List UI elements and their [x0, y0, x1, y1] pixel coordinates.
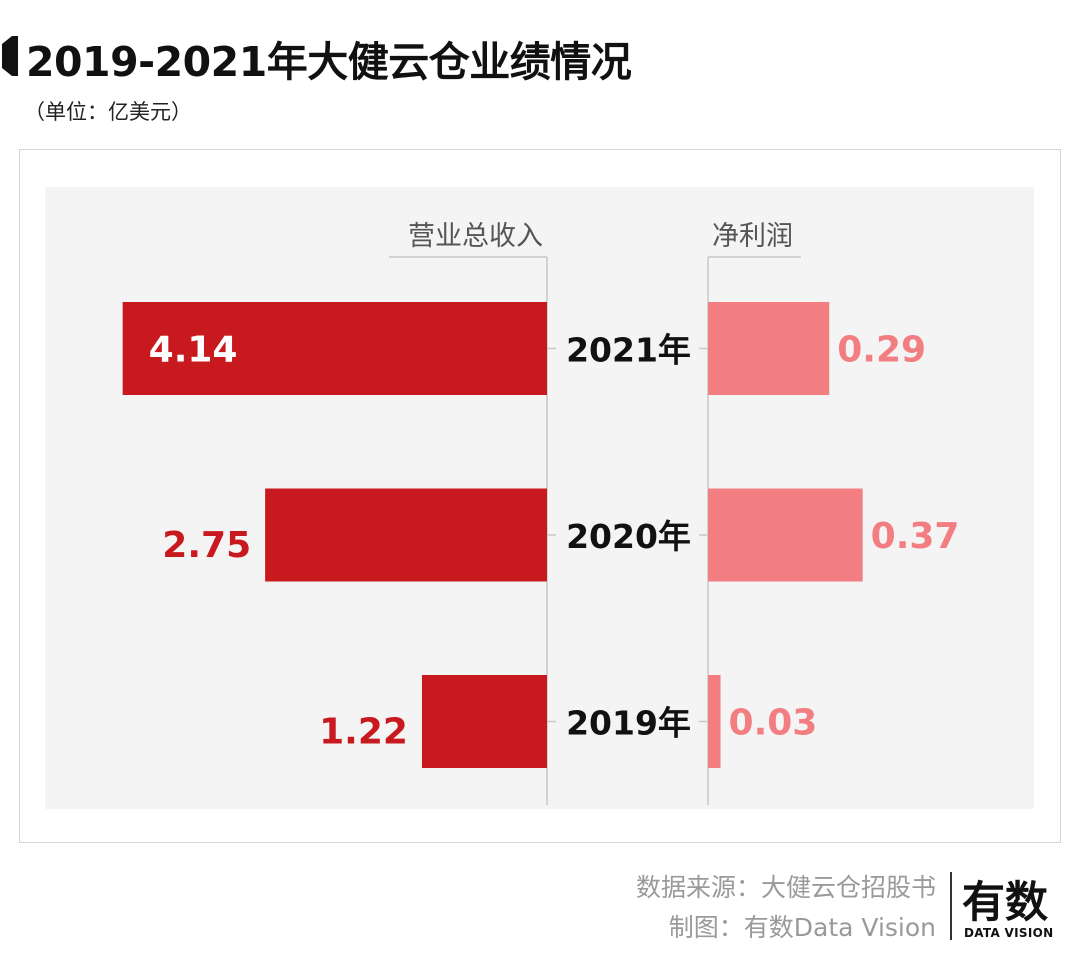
revenue-data-label: 4.14: [149, 330, 238, 371]
source-line-2: 制图：有数Data Vision: [668, 913, 936, 942]
category-label: 2020年: [566, 517, 691, 556]
source-line-1: 数据来源：大健云仓招股书: [635, 873, 936, 902]
revenue-data-label: 1.22: [319, 712, 408, 753]
chart-title: 2019-2021年大健云仓业绩情况: [26, 38, 632, 86]
title-marker-icon: [2, 36, 18, 76]
profit-data-label: 0.03: [729, 703, 818, 744]
source-note: 数据来源：大健云仓招股书 制图：有数Data Vision: [636, 868, 936, 948]
category-label: 2021年: [566, 331, 691, 370]
logo-main-text: 有数: [962, 878, 1048, 928]
category-label: 2019年: [566, 704, 691, 743]
revenue-data-label: 2.75: [162, 525, 251, 566]
profit-data-label: 0.29: [837, 330, 926, 371]
revenue-bar: [421, 675, 547, 768]
revenue-series-header: 营业总收入: [408, 221, 543, 252]
profit-bar: [708, 675, 721, 768]
butterfly-bar-chart: 营业总收入 净利润 4.14 0.29 2021年 2.75 0.37 2020年 1.22 0.…: [45, 187, 1034, 809]
unit-note: （单位：亿美元）: [24, 100, 192, 124]
revenue-bar: [265, 488, 547, 582]
chart-frame: 营业总收入 净利润 4.14 0.29 2021年 2.75 0.37 2020年 1.22 0.…: [19, 149, 1061, 843]
brand-logo: 有数 DATA VISION: [962, 868, 1062, 944]
logo-sub-text: DATA VISION: [964, 926, 1054, 940]
profit-series-header: 净利润: [712, 221, 793, 252]
profit-bar: [708, 302, 830, 395]
profit-data-label: 0.37: [871, 516, 960, 557]
logo-divider: [950, 872, 952, 940]
profit-bar: [708, 488, 863, 582]
revenue-bar: [122, 302, 548, 395]
